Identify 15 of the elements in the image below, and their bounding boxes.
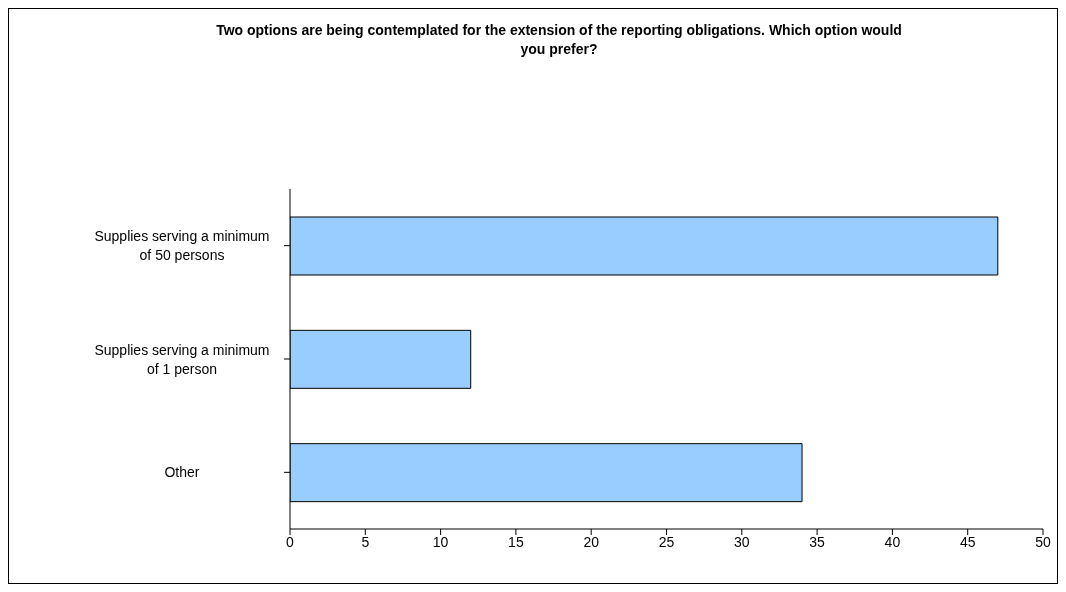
x-tick-label: 20: [583, 533, 600, 550]
y-tick-label: Other: [164, 464, 200, 481]
chart-title: Two options are being contemplated for the extension of the reporting obligations. Which option would you prefer?: [215, 21, 903, 59]
y-tick-label: Supplies serving a minimum of 1 person: [94, 341, 270, 377]
x-tick-label: 45: [959, 533, 976, 550]
x-tick-label: 5: [361, 533, 370, 550]
x-tick-label: 30: [734, 533, 750, 550]
x-tick-label: 50: [1035, 533, 1051, 550]
x-tick-label: 0: [286, 533, 295, 550]
x-tick-label: 35: [809, 533, 826, 550]
x-tick-label: 15: [508, 533, 524, 550]
x-tick-label: 10: [432, 533, 449, 550]
y-tick-label: Supplies serving a minimum of 50 persons: [94, 228, 270, 264]
x-tick-label: 40: [884, 533, 901, 550]
x-tick-label: 25: [658, 533, 675, 550]
